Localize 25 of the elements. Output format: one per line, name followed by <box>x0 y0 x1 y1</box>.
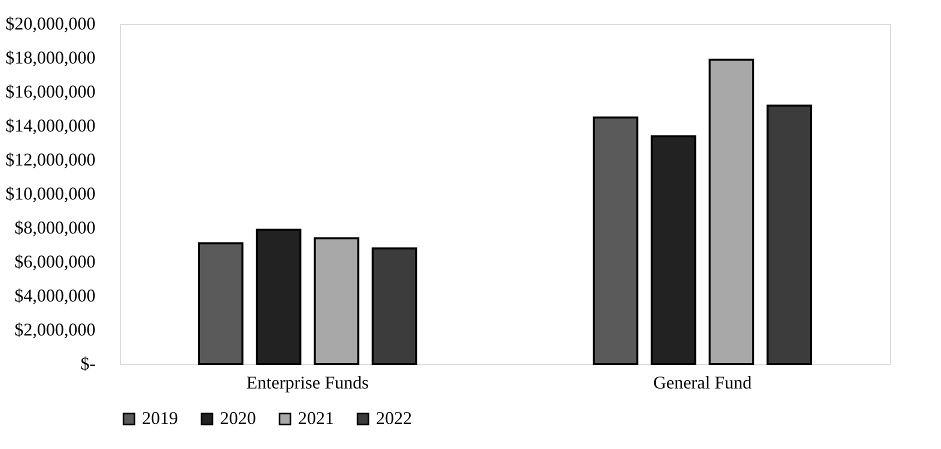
y-tick-label: $2,000,000 <box>14 320 96 340</box>
legend-label: 2022 <box>376 408 412 428</box>
y-tick-label: $20,000,000 <box>6 14 96 34</box>
legend-label: 2019 <box>142 408 178 428</box>
x-tick-label: Enterprise Funds <box>246 372 369 392</box>
bar <box>314 237 360 365</box>
bar <box>708 58 754 365</box>
y-tick-label: $14,000,000 <box>6 116 96 136</box>
legend-label: 2021 <box>298 408 334 428</box>
y-tick-label: $16,000,000 <box>6 82 96 102</box>
bar <box>766 104 812 365</box>
legend-label: 2020 <box>220 408 256 428</box>
bar <box>198 242 244 365</box>
bar <box>650 135 696 365</box>
y-tick-label: $4,000,000 <box>14 286 96 306</box>
x-tick-label: General Fund <box>653 372 752 392</box>
bar <box>592 116 638 365</box>
y-tick-label: $6,000,000 <box>14 252 96 272</box>
bar <box>256 228 302 365</box>
y-tick-label: $18,000,000 <box>6 48 96 68</box>
y-tick-label: $- <box>80 354 96 374</box>
bar <box>372 247 418 365</box>
y-tick-label: $8,000,000 <box>14 218 96 238</box>
y-tick-label: $12,000,000 <box>6 150 96 170</box>
y-tick-label: $10,000,000 <box>6 184 96 204</box>
